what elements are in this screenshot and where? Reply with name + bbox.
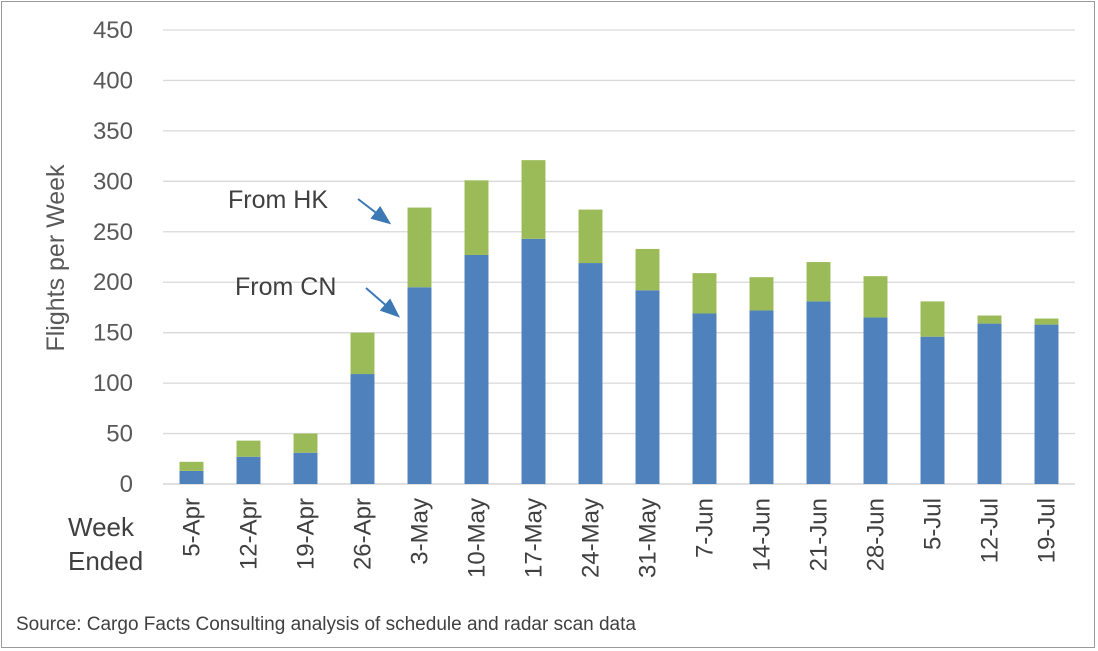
bar-from-hk-26-apr bbox=[350, 332, 375, 375]
bar-from-cn-26-apr bbox=[350, 374, 375, 484]
bar-from-cn-19-jul bbox=[1034, 324, 1059, 484]
bar-from-hk-12-apr bbox=[236, 440, 261, 457]
x-tick-label: 26-Apr bbox=[350, 498, 377, 570]
bar-from-hk-5-apr bbox=[179, 461, 204, 471]
y-tick-label: 0 bbox=[120, 471, 133, 498]
annotation-from-cn: From CN bbox=[235, 273, 336, 301]
x-tick-label: 31-May bbox=[635, 498, 662, 578]
y-tick-label: 250 bbox=[93, 219, 133, 246]
y-tick-label: 200 bbox=[93, 269, 133, 296]
y-tick-label: 450 bbox=[93, 17, 133, 44]
bar-from-cn-5-apr bbox=[179, 470, 204, 484]
bar-from-hk-3-may bbox=[407, 207, 432, 288]
x-tick-label: 5-Jul bbox=[920, 498, 947, 550]
x-tick-label: 14-Jun bbox=[749, 498, 776, 571]
bar-from-hk-5-jul bbox=[920, 301, 945, 337]
bar-from-cn-19-apr bbox=[293, 452, 318, 484]
y-tick-label: 350 bbox=[93, 118, 133, 145]
bar-from-cn-14-jun bbox=[749, 310, 774, 484]
y-tick-label: 100 bbox=[93, 370, 133, 397]
bar-from-hk-14-jun bbox=[749, 277, 774, 311]
bar-from-hk-28-jun bbox=[863, 276, 888, 318]
bar-from-cn-7-jun bbox=[692, 313, 717, 484]
bar-from-hk-12-jul bbox=[977, 315, 1002, 324]
bar-from-cn-24-may bbox=[578, 263, 603, 484]
y-tick-label: 150 bbox=[93, 320, 133, 347]
x-tick-label: 10-May bbox=[464, 498, 491, 578]
y-tick-label: 400 bbox=[93, 67, 133, 94]
bar-from-hk-10-may bbox=[464, 180, 489, 255]
bar-from-hk-19-jul bbox=[1034, 318, 1059, 325]
bar-from-hk-24-may bbox=[578, 209, 603, 264]
x-tick-label: 5-Apr bbox=[179, 498, 206, 557]
x-tick-label: 12-Apr bbox=[236, 498, 263, 570]
x-tick-label: 21-Jun bbox=[806, 498, 833, 571]
y-axis-ticks: 0 50 100 150 200 250 300 350 400 450 bbox=[93, 17, 133, 498]
x-tick-label: 24-May bbox=[578, 498, 605, 578]
bar-from-hk-21-jun bbox=[806, 262, 831, 302]
bar-from-cn-28-jun bbox=[863, 317, 888, 484]
bar-from-cn-12-apr bbox=[236, 456, 261, 484]
bar-from-cn-10-may bbox=[464, 254, 489, 484]
x-axis-label-line-1: Week bbox=[68, 512, 135, 542]
x-axis-label-line-2: Ended bbox=[68, 546, 143, 576]
y-tick-label: 50 bbox=[106, 421, 133, 448]
annotation-arrow-cn bbox=[365, 287, 401, 318]
bar-from-cn-3-may bbox=[407, 287, 432, 484]
y-tick-label: 300 bbox=[93, 168, 133, 195]
bar-from-hk-31-may bbox=[635, 248, 660, 291]
bar-from-cn-12-jul bbox=[977, 323, 1002, 484]
bar-from-cn-21-jun bbox=[806, 301, 831, 484]
bar-from-hk-7-jun bbox=[692, 273, 717, 314]
x-axis-ticks: 5-Apr 12-Apr 19-Apr 26-Apr 3-May 10-May 17-May… bbox=[179, 498, 1061, 578]
bar-from-cn-31-may bbox=[635, 290, 660, 484]
x-tick-label: 7-Jun bbox=[692, 498, 719, 558]
bar-from-cn-17-may bbox=[521, 238, 546, 484]
bar-from-hk-17-may bbox=[521, 160, 546, 239]
y-axis-label: Flights per Week bbox=[42, 164, 70, 352]
x-tick-label: 12-Jul bbox=[977, 498, 1004, 563]
bar-from-cn-5-jul bbox=[920, 336, 945, 484]
source-note: Source: Cargo Facts Consulting analysis … bbox=[16, 614, 636, 635]
x-tick-label: 17-May bbox=[521, 498, 548, 578]
bars bbox=[179, 160, 1059, 484]
x-tick-label: 3-May bbox=[407, 498, 434, 565]
x-tick-label: 28-Jun bbox=[863, 498, 890, 571]
annotation-from-hk: From HK bbox=[228, 186, 328, 214]
annotation-arrow-hk bbox=[357, 198, 392, 225]
bar-from-hk-19-apr bbox=[293, 433, 318, 453]
x-tick-label: 19-Apr bbox=[293, 498, 320, 570]
x-tick-label: 19-Jul bbox=[1034, 498, 1061, 563]
